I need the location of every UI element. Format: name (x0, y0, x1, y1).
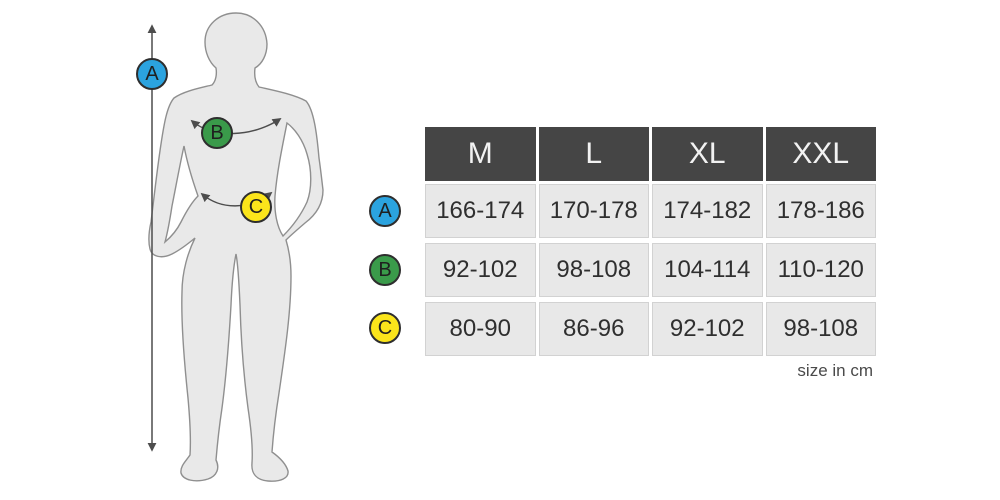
cell-waist-l: 86-96 (538, 302, 649, 356)
row-marker-c: C (369, 312, 401, 344)
figure-marker-a: A (136, 58, 168, 90)
body-silhouette (148, 12, 324, 482)
row-marker-a: A (369, 195, 401, 227)
cell-waist-m: 80-90 (425, 302, 536, 356)
cell-chest-l: 98-108 (538, 243, 649, 297)
table-row-chest: 92-102 98-108 104-114 110-120 (425, 243, 876, 297)
column-header-xxl: XXL (765, 127, 876, 181)
size-table: M L XL XXL 166-174 170-178 174-182 178-1… (425, 127, 876, 381)
cell-height-xxl: 178-186 (765, 184, 876, 238)
row-marker-b: B (369, 254, 401, 286)
cell-chest-xxl: 110-120 (765, 243, 876, 297)
cell-chest-xl: 104-114 (652, 243, 763, 297)
column-header-m: M (425, 127, 536, 181)
size-table-header-row: M L XL XXL (425, 127, 876, 181)
table-row-height: 166-174 170-178 174-182 178-186 (425, 184, 876, 238)
column-header-l: L (538, 127, 649, 181)
column-header-xl: XL (652, 127, 763, 181)
cell-height-l: 170-178 (538, 184, 649, 238)
cell-chest-m: 92-102 (425, 243, 536, 297)
chest-measure-arc (190, 118, 282, 135)
cell-waist-xxl: 98-108 (765, 302, 876, 356)
cell-waist-xl: 92-102 (652, 302, 763, 356)
cell-height-m: 166-174 (425, 184, 536, 238)
units-footnote: size in cm (797, 361, 873, 380)
cell-height-xl: 174-182 (652, 184, 763, 238)
body-measurement-diagram (147, 12, 324, 482)
table-row-waist: 80-90 86-96 92-102 98-108 (425, 302, 876, 356)
figure-marker-c: C (240, 191, 272, 223)
figure-marker-b: B (201, 117, 233, 149)
